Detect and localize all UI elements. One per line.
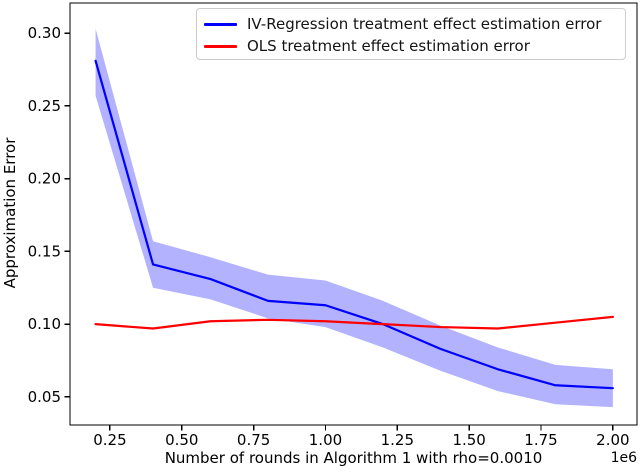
iv-regression-line [94, 59, 614, 390]
x-tick-label: 0.25 [93, 431, 126, 449]
x-tick-label: 2.00 [596, 431, 629, 449]
legend-label-ols: OLS treatment effect estimation error [247, 37, 530, 55]
y-tick-label: 0.25 [28, 97, 61, 115]
legend: IV-Regression treatment effect estimatio… [196, 8, 626, 60]
ols-line [94, 315, 614, 330]
legend-item-iv-regression: IV-Regression treatment effect estimatio… [204, 13, 625, 35]
y-tick-label: 0.20 [28, 170, 61, 188]
x-tick-label: 0.75 [237, 431, 270, 449]
iv-regression-line-swatch [204, 22, 237, 26]
x-tick-label: 1.00 [309, 431, 342, 449]
ols-line-swatch [204, 44, 237, 48]
y-axis-label: Approximation Error [1, 137, 19, 289]
y-tick-label: 0.10 [28, 315, 61, 333]
axes-spines [69, 2, 638, 426]
iv-regression-confidence-band [95, 28, 613, 408]
legend-item-ols: OLS treatment effect estimation error [204, 35, 625, 57]
x-tick-label: 1.25 [381, 431, 414, 449]
x-tick-label: 0.50 [165, 431, 198, 449]
legend-label-iv-regression: IV-Regression treatment effect estimatio… [247, 15, 602, 33]
x-axis-label: Number of rounds in Algorithm 1 with rho… [164, 449, 543, 467]
y-tick-label: 0.05 [28, 388, 61, 406]
y-tick-label: 0.15 [28, 242, 61, 260]
x-axis-offset-text: 1e6 [610, 450, 637, 466]
x-tick-label: 1.50 [452, 431, 485, 449]
y-tick-label: 0.30 [28, 24, 61, 42]
x-tick-label: 1.75 [524, 431, 557, 449]
